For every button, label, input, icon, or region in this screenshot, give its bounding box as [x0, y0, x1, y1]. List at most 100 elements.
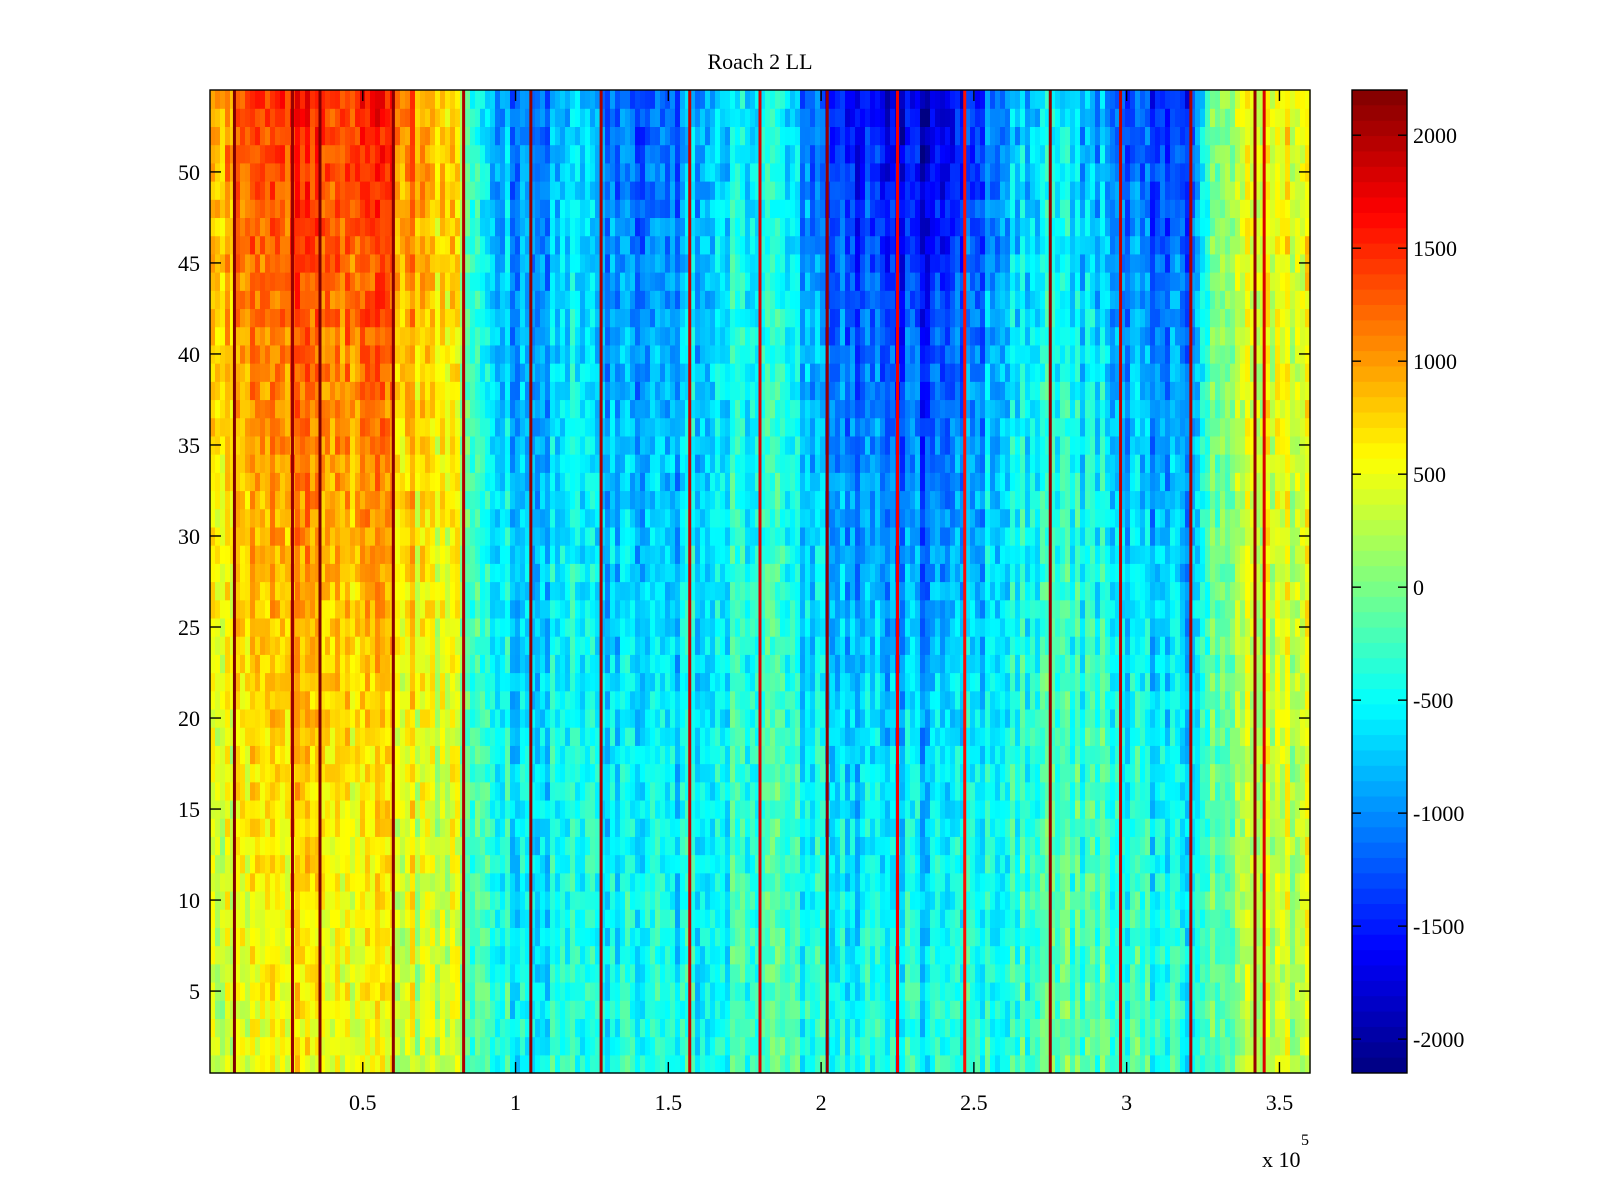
heatmap-cell	[370, 253, 376, 273]
heatmap-cell	[250, 945, 256, 965]
heatmap-cell	[655, 981, 661, 1001]
heatmap-cell	[415, 1054, 421, 1074]
heatmap-cell	[220, 617, 226, 637]
heatmap-cell	[560, 781, 566, 801]
heatmap-cell	[590, 108, 596, 127]
heatmap-cell	[330, 690, 336, 710]
heatmap-cell	[265, 708, 271, 728]
heatmap-cell	[425, 381, 431, 401]
heatmap-cell	[485, 599, 491, 619]
heatmap-cell	[535, 454, 541, 473]
heatmap-cell	[580, 399, 586, 419]
heatmap-cell	[520, 363, 526, 382]
heatmap-cell	[340, 799, 346, 819]
heatmap-cell	[285, 654, 291, 674]
heatmap-cell	[245, 126, 251, 146]
heatmap-cell	[545, 326, 551, 346]
heatmap-cell	[430, 636, 436, 655]
heatmap-cell	[580, 890, 586, 910]
heatmap-cell	[220, 381, 226, 401]
heatmap-cell	[220, 708, 226, 728]
heatmap-cell	[260, 508, 266, 528]
heatmap-cell	[440, 272, 446, 291]
heatmap-cell	[470, 144, 476, 164]
heatmap-cell	[355, 981, 361, 1001]
heatmap-cell	[440, 381, 446, 401]
heatmap-cell	[585, 672, 591, 692]
heatmap-cell	[475, 472, 481, 492]
heatmap-cell	[475, 563, 481, 583]
heatmap-cell	[615, 654, 621, 674]
heatmap-cell	[320, 381, 326, 401]
heatmap-cell	[340, 472, 346, 492]
heatmap-cell	[480, 818, 486, 837]
heatmap-cell	[530, 508, 536, 528]
heatmap-cell	[670, 836, 676, 856]
heatmap-cell	[265, 108, 271, 127]
heatmap-cell	[385, 108, 391, 127]
heatmap-cell	[475, 981, 481, 1001]
heatmap-cell	[320, 563, 326, 583]
heatmap-cell	[660, 545, 666, 564]
heatmap-cell	[580, 1000, 586, 1019]
heatmap-cell	[615, 945, 621, 965]
heatmap-cell	[605, 108, 611, 127]
heatmap-cell	[470, 308, 476, 328]
heatmap-cell	[220, 290, 226, 310]
heatmap-cell	[625, 181, 631, 200]
heatmap-cell	[420, 363, 426, 382]
heatmap-cell	[260, 727, 266, 746]
heatmap-cell	[520, 381, 526, 401]
heatmap-cell	[215, 417, 221, 437]
heatmap-cell	[230, 235, 236, 255]
heatmap-cell	[625, 363, 631, 382]
heatmap-cell	[225, 253, 231, 273]
heatmap-cell	[495, 363, 501, 382]
heatmap-cell	[350, 581, 356, 601]
heatmap-cell	[660, 672, 666, 692]
heatmap-cell	[515, 1054, 521, 1074]
heatmap-cell	[615, 290, 621, 310]
heatmap-cell	[560, 872, 566, 892]
heatmap-cell	[220, 253, 226, 273]
heatmap-cell	[560, 454, 566, 473]
heatmap-cell	[495, 581, 501, 601]
heatmap-cell	[225, 836, 231, 856]
heatmap-cell	[550, 617, 556, 637]
heatmap-cell	[665, 490, 671, 510]
heatmap-cell	[535, 581, 541, 601]
heatmap-cell	[625, 927, 631, 947]
heatmap-cell	[505, 199, 511, 219]
heatmap-cell	[225, 818, 231, 837]
heatmap-cell	[610, 108, 616, 127]
heatmap-cell	[505, 217, 511, 237]
heatmap-cell	[210, 963, 216, 983]
heatmap-cell	[640, 745, 646, 765]
heatmap-cell	[365, 526, 371, 546]
heatmap-cell	[605, 708, 611, 728]
heatmap-cell	[615, 1018, 621, 1038]
heatmap-cell	[245, 326, 251, 346]
heatmap-cell	[395, 508, 401, 528]
heatmap-cell	[230, 435, 236, 455]
heatmap-cell	[370, 854, 376, 874]
heatmap-cell	[595, 290, 601, 310]
heatmap-cell	[565, 526, 571, 546]
heatmap-cell	[245, 290, 251, 310]
heatmap-cell	[340, 1000, 346, 1019]
heatmap-cell	[325, 144, 331, 164]
heatmap-cell	[320, 581, 326, 601]
heatmap-cell	[280, 235, 286, 255]
heatmap-cell	[530, 363, 536, 382]
heatmap-cell	[265, 344, 271, 364]
heatmap-cell	[275, 927, 281, 947]
heatmap-cell	[405, 890, 411, 910]
heatmap-cell	[560, 727, 566, 746]
heatmap-cell	[655, 581, 661, 601]
heatmap-cell	[485, 909, 491, 928]
heatmap-cell	[215, 1018, 221, 1038]
heatmap-cell	[465, 654, 471, 674]
heatmap-cell	[610, 1036, 616, 1056]
heatmap-cell	[355, 417, 361, 437]
heatmap-cell	[270, 235, 276, 255]
